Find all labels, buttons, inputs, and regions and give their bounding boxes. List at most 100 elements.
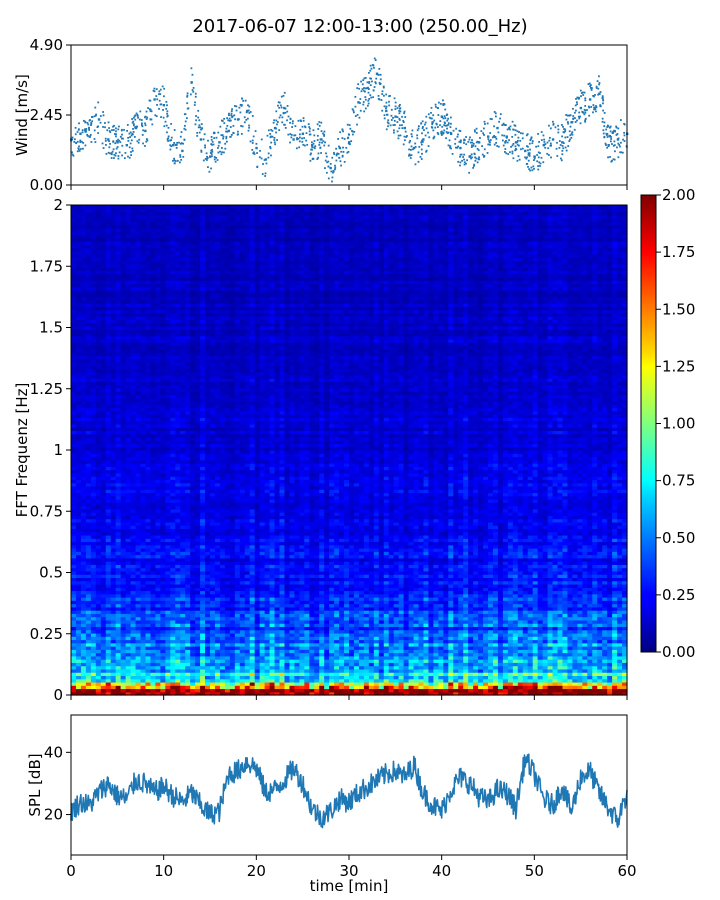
wind-point xyxy=(206,152,208,154)
wind-point xyxy=(427,132,429,134)
wind-point xyxy=(610,138,612,140)
wind-point xyxy=(332,177,334,179)
wind-point xyxy=(129,146,131,148)
wind-point xyxy=(417,129,419,131)
wind-point xyxy=(422,120,424,122)
wind-point xyxy=(428,145,430,147)
wind-point xyxy=(221,147,223,149)
wind-point xyxy=(104,126,106,128)
wind-point xyxy=(121,155,123,157)
wind-point xyxy=(136,126,138,128)
wind-point xyxy=(138,139,140,141)
wind-point xyxy=(602,97,604,99)
wind-point xyxy=(411,133,413,135)
wind-point xyxy=(262,163,264,165)
wind-point xyxy=(426,127,428,129)
wind-point xyxy=(215,161,217,163)
wind-point xyxy=(198,126,200,128)
wind-point xyxy=(547,142,549,144)
wind-point xyxy=(177,160,179,162)
wind-point xyxy=(115,155,117,157)
wind-point xyxy=(186,117,188,119)
wind-point xyxy=(474,160,476,162)
wind-point xyxy=(569,139,571,141)
wind-point xyxy=(600,91,602,93)
wind-point xyxy=(385,110,387,112)
wind-point xyxy=(348,134,350,136)
wind-point xyxy=(233,114,235,116)
wind-point xyxy=(256,147,258,149)
wind-point xyxy=(378,99,380,101)
wind-point xyxy=(180,143,182,145)
wind-point xyxy=(520,132,522,134)
wind-point xyxy=(149,108,151,110)
wind-point xyxy=(423,129,425,131)
wind-point xyxy=(457,146,459,148)
wind-point xyxy=(165,121,167,123)
wind-point xyxy=(500,113,502,115)
wind-point xyxy=(463,154,465,156)
wind-point xyxy=(437,107,439,109)
wind-point xyxy=(487,144,489,146)
wind-point xyxy=(170,123,172,125)
wind-point xyxy=(408,155,410,157)
wind-point xyxy=(168,135,170,137)
wind-point xyxy=(245,119,247,121)
wind-point xyxy=(386,128,388,130)
wind-point xyxy=(432,129,434,131)
wind-point xyxy=(563,131,565,133)
wind-point xyxy=(450,126,452,128)
wind-point xyxy=(399,119,401,121)
wind-point xyxy=(108,121,110,123)
wind-point xyxy=(94,130,96,132)
wind-point xyxy=(390,124,392,126)
wind-point xyxy=(616,134,618,136)
wind-point xyxy=(345,147,347,149)
wind-point xyxy=(227,119,229,121)
wind-point xyxy=(541,139,543,141)
wind-point xyxy=(397,116,399,118)
wind-point xyxy=(175,144,177,146)
wind-point xyxy=(363,90,365,92)
wind-point xyxy=(377,74,379,76)
wind-point xyxy=(98,118,100,120)
wind-point xyxy=(469,136,471,138)
wind-point xyxy=(431,127,433,129)
wind-y-tick-label: 2.45 xyxy=(30,106,63,124)
wind-point xyxy=(496,127,498,129)
wind-point xyxy=(318,121,320,123)
wind-point xyxy=(191,82,193,84)
wind-point xyxy=(353,131,355,133)
wind-point xyxy=(97,101,99,103)
wind-point xyxy=(145,124,147,126)
wind-point xyxy=(446,114,448,116)
wind-point xyxy=(236,110,238,112)
wind-point xyxy=(457,134,459,136)
wind-point xyxy=(141,124,143,126)
wind-point xyxy=(174,129,176,131)
wind-point xyxy=(167,138,169,140)
wind-point xyxy=(363,101,365,103)
wind-point xyxy=(428,136,430,138)
wind-point xyxy=(285,108,287,110)
wind-point xyxy=(569,115,571,117)
wind-point xyxy=(567,136,569,138)
wind-point xyxy=(242,125,244,127)
wind-point xyxy=(365,87,367,89)
wind-point xyxy=(146,117,148,119)
wind-point xyxy=(459,165,461,167)
wind-point xyxy=(75,133,77,135)
wind-point xyxy=(368,81,370,83)
wind-point xyxy=(200,150,202,152)
wind-point xyxy=(267,157,269,159)
wind-point xyxy=(338,146,340,148)
wind-point xyxy=(317,139,319,141)
wind-point xyxy=(584,105,586,107)
wind-point xyxy=(459,162,461,164)
wind-point xyxy=(91,141,93,143)
wind-point xyxy=(289,122,291,124)
wind-point xyxy=(501,134,503,136)
wind-point xyxy=(446,120,448,122)
wind-point xyxy=(369,94,371,96)
